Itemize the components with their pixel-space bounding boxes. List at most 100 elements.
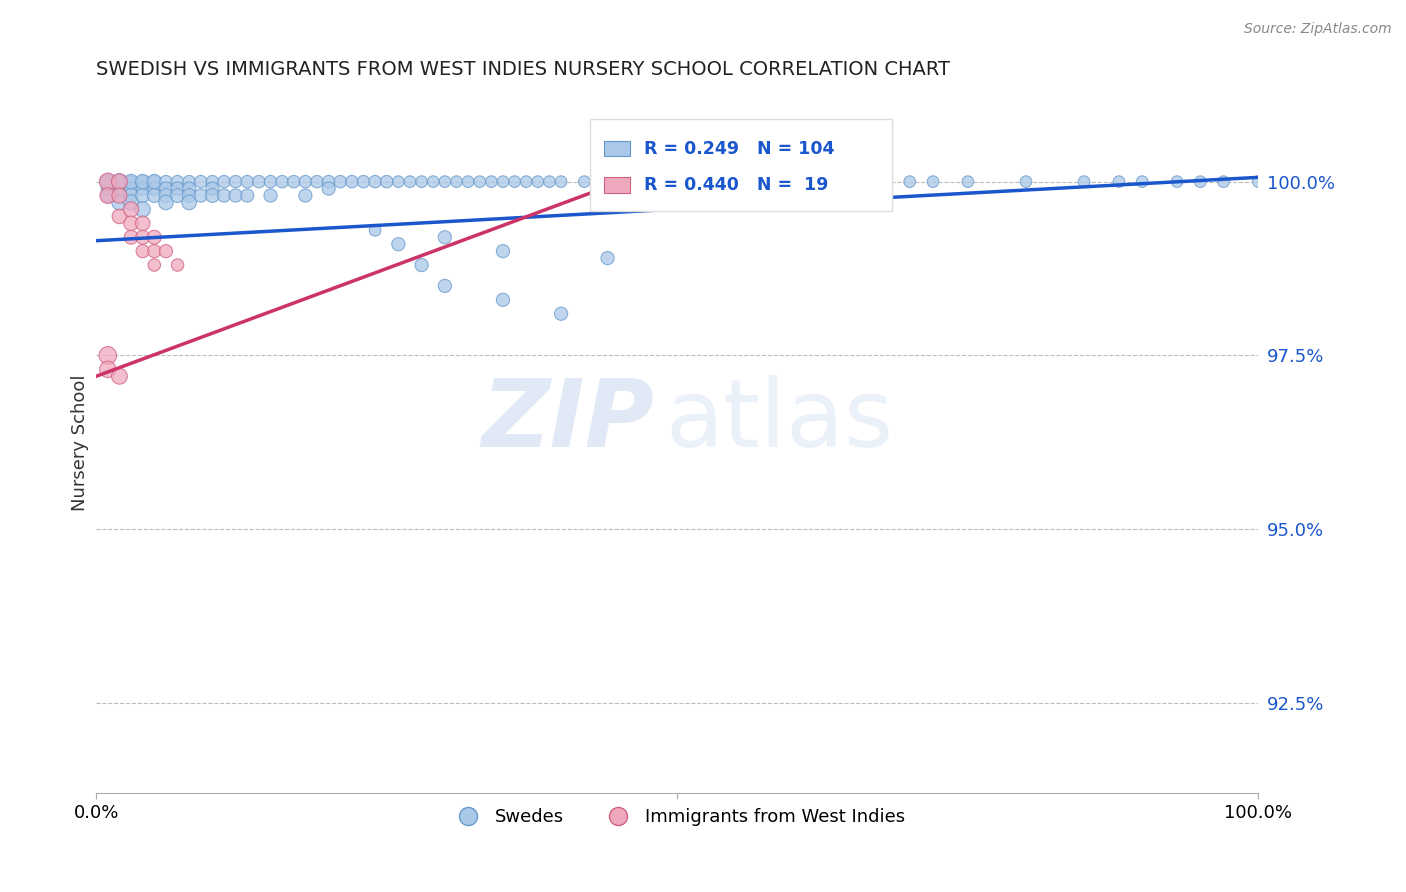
Point (1166, 175, 1188, 189)
Point (236, 175, 259, 189)
Point (666, 175, 689, 189)
Point (503, 175, 526, 189)
Point (131, 216, 153, 230)
Point (108, 181, 131, 195)
Point (247, 175, 270, 189)
Text: Source: ZipAtlas.com: Source: ZipAtlas.com (1244, 22, 1392, 37)
Point (131, 175, 153, 189)
Bar (605, 178, 630, 193)
Point (155, 188, 177, 202)
Text: ZIP: ZIP (481, 376, 654, 467)
Point (108, 175, 131, 189)
Point (271, 175, 294, 189)
Point (259, 188, 281, 202)
Point (190, 175, 212, 189)
Point (329, 175, 352, 189)
Point (353, 175, 375, 189)
Point (294, 188, 316, 202)
Text: SWEDISH VS IMMIGRANTS FROM WEST INDIES NURSERY SCHOOL CORRELATION CHART: SWEDISH VS IMMIGRANTS FROM WEST INDIES N… (96, 60, 950, 78)
Point (201, 181, 224, 195)
Point (318, 175, 340, 189)
Point (120, 175, 142, 189)
Point (283, 175, 305, 189)
Text: atlas: atlas (665, 376, 894, 467)
Point (527, 175, 550, 189)
Point (131, 230, 153, 244)
Point (166, 188, 188, 202)
Point (1015, 175, 1038, 189)
Point (143, 244, 166, 259)
Point (179, 175, 201, 189)
Point (155, 195, 177, 210)
Point (422, 175, 444, 189)
Point (131, 244, 153, 259)
Point (433, 230, 456, 244)
Point (120, 188, 142, 202)
Point (1108, 175, 1130, 189)
Point (108, 210, 131, 224)
Point (411, 258, 433, 272)
Point (143, 181, 166, 195)
Point (596, 175, 619, 189)
Point (479, 175, 502, 189)
Point (131, 202, 153, 217)
Point (97, 188, 120, 202)
Point (166, 258, 188, 272)
Point (120, 175, 142, 189)
Point (538, 175, 561, 189)
Point (1130, 175, 1153, 189)
Point (1189, 175, 1212, 189)
Point (120, 230, 142, 244)
Point (922, 175, 945, 189)
Point (155, 181, 177, 195)
Point (201, 188, 224, 202)
Point (305, 175, 328, 189)
Point (143, 175, 166, 189)
Point (898, 175, 921, 189)
Point (201, 175, 224, 189)
Text: R = 0.249   N = 104: R = 0.249 N = 104 (644, 139, 834, 158)
Point (97, 175, 120, 189)
Point (212, 188, 235, 202)
Point (620, 175, 643, 189)
Point (294, 175, 316, 189)
Point (120, 216, 142, 230)
Point (108, 175, 131, 189)
Point (97, 175, 120, 189)
Point (375, 175, 398, 189)
Point (143, 175, 166, 189)
Point (515, 175, 537, 189)
Point (225, 188, 247, 202)
Point (131, 188, 153, 202)
Point (108, 369, 131, 384)
Point (97, 188, 120, 202)
Point (120, 181, 142, 195)
Point (411, 175, 433, 189)
Point (131, 175, 153, 189)
Point (399, 175, 422, 189)
Point (1212, 175, 1234, 189)
Point (120, 202, 142, 217)
Point (166, 181, 188, 195)
Point (318, 181, 340, 195)
Point (468, 175, 491, 189)
Point (457, 175, 479, 189)
Point (190, 188, 212, 202)
Point (179, 181, 201, 195)
Y-axis label: Nursery School: Nursery School (72, 374, 89, 510)
Point (143, 258, 166, 272)
Point (492, 244, 515, 259)
Point (108, 195, 131, 210)
Point (143, 230, 166, 244)
Point (108, 188, 131, 202)
Point (1247, 175, 1270, 189)
Point (387, 237, 409, 252)
Legend: Swedes, Immigrants from West Indies: Swedes, Immigrants from West Indies (443, 801, 912, 833)
Point (212, 175, 235, 189)
Point (143, 188, 166, 202)
FancyBboxPatch shape (591, 120, 893, 211)
Point (179, 195, 201, 210)
Point (550, 175, 572, 189)
Point (433, 279, 456, 293)
Point (97, 175, 120, 189)
